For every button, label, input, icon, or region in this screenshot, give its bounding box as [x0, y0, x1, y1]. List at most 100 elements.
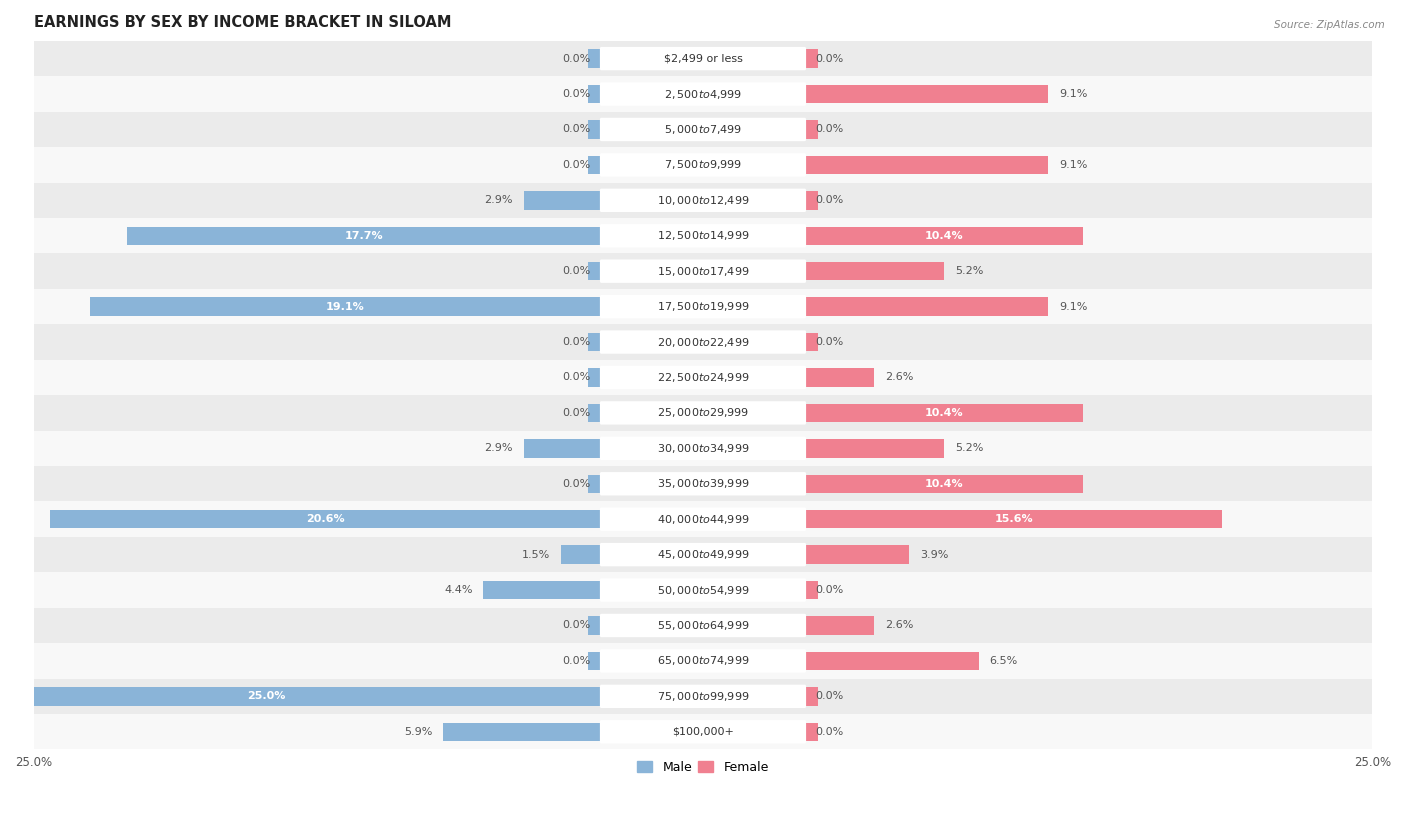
Bar — [804, 333, 818, 352]
Text: 0.0%: 0.0% — [562, 479, 591, 488]
Text: 20.6%: 20.6% — [307, 514, 344, 524]
Text: 2.9%: 2.9% — [485, 444, 513, 453]
FancyBboxPatch shape — [600, 189, 806, 212]
Text: 19.1%: 19.1% — [326, 302, 366, 312]
Text: $17,500 to $19,999: $17,500 to $19,999 — [657, 300, 749, 313]
Bar — [804, 581, 818, 599]
Text: 0.0%: 0.0% — [562, 160, 591, 170]
Text: $7,500 to $9,999: $7,500 to $9,999 — [664, 159, 742, 172]
Bar — [34, 77, 1372, 112]
Text: 9.1%: 9.1% — [1059, 302, 1087, 312]
Text: 9.1%: 9.1% — [1059, 160, 1087, 170]
Text: 0.0%: 0.0% — [815, 195, 844, 205]
Text: EARNINGS BY SEX BY INCOME BRACKET IN SILOAM: EARNINGS BY SEX BY INCOME BRACKET IN SIL… — [34, 15, 451, 30]
Bar — [804, 687, 818, 706]
Bar — [804, 439, 943, 457]
Text: 0.0%: 0.0% — [562, 266, 591, 276]
Bar — [49, 510, 602, 528]
Text: 5.9%: 5.9% — [404, 727, 433, 737]
Bar — [804, 120, 818, 138]
Bar — [588, 85, 602, 103]
Bar — [804, 297, 1049, 316]
FancyBboxPatch shape — [600, 685, 806, 708]
Text: 0.0%: 0.0% — [562, 620, 591, 631]
Bar — [804, 226, 1083, 245]
Text: 10.4%: 10.4% — [925, 479, 963, 488]
Text: $2,500 to $4,999: $2,500 to $4,999 — [664, 88, 742, 101]
Text: $2,499 or less: $2,499 or less — [664, 54, 742, 63]
Text: 10.4%: 10.4% — [925, 408, 963, 418]
FancyBboxPatch shape — [600, 472, 806, 496]
Text: $20,000 to $22,499: $20,000 to $22,499 — [657, 335, 749, 348]
Bar — [34, 41, 1372, 77]
FancyBboxPatch shape — [600, 436, 806, 460]
Text: $50,000 to $54,999: $50,000 to $54,999 — [657, 584, 749, 597]
Text: Source: ZipAtlas.com: Source: ZipAtlas.com — [1274, 20, 1385, 30]
Bar — [804, 191, 818, 209]
Bar — [588, 333, 602, 352]
Text: 0.0%: 0.0% — [815, 727, 844, 737]
FancyBboxPatch shape — [600, 330, 806, 354]
Text: $25,000 to $29,999: $25,000 to $29,999 — [657, 406, 749, 419]
Bar — [90, 297, 602, 316]
Bar — [34, 112, 1372, 147]
Text: 5.2%: 5.2% — [955, 444, 983, 453]
Bar — [804, 262, 943, 280]
Bar — [34, 395, 1372, 431]
Text: $40,000 to $44,999: $40,000 to $44,999 — [657, 513, 749, 526]
FancyBboxPatch shape — [600, 650, 806, 672]
Bar — [804, 652, 979, 670]
Bar — [34, 324, 1372, 360]
FancyBboxPatch shape — [600, 153, 806, 177]
Bar — [804, 155, 1049, 174]
Text: 0.0%: 0.0% — [562, 337, 591, 347]
Text: 2.6%: 2.6% — [886, 373, 914, 383]
Bar — [34, 572, 1372, 608]
Bar — [804, 368, 875, 387]
Bar — [34, 679, 1372, 714]
Text: $30,000 to $34,999: $30,000 to $34,999 — [657, 442, 749, 455]
Bar — [34, 431, 1372, 466]
Text: 2.9%: 2.9% — [485, 195, 513, 205]
Bar — [588, 616, 602, 635]
Text: 5.2%: 5.2% — [955, 266, 983, 276]
Text: 0.0%: 0.0% — [562, 89, 591, 99]
Text: $15,000 to $17,499: $15,000 to $17,499 — [657, 265, 749, 278]
Text: $45,000 to $49,999: $45,000 to $49,999 — [657, 548, 749, 561]
Bar — [523, 191, 602, 209]
Text: 10.4%: 10.4% — [925, 230, 963, 241]
Bar — [34, 537, 1372, 572]
Text: 0.0%: 0.0% — [815, 585, 844, 595]
FancyBboxPatch shape — [600, 224, 806, 247]
Text: 9.1%: 9.1% — [1059, 89, 1087, 99]
Text: $12,500 to $14,999: $12,500 to $14,999 — [657, 230, 749, 243]
FancyBboxPatch shape — [600, 579, 806, 602]
Text: $35,000 to $39,999: $35,000 to $39,999 — [657, 477, 749, 490]
Text: 6.5%: 6.5% — [990, 656, 1018, 666]
Text: 0.0%: 0.0% — [562, 408, 591, 418]
Bar — [128, 226, 602, 245]
Text: 0.0%: 0.0% — [562, 656, 591, 666]
Bar — [34, 466, 1372, 501]
Text: 17.7%: 17.7% — [344, 230, 384, 241]
Bar — [34, 289, 1372, 324]
Text: 4.4%: 4.4% — [444, 585, 472, 595]
Bar — [804, 616, 875, 635]
Text: $75,000 to $99,999: $75,000 to $99,999 — [657, 689, 749, 702]
Bar — [588, 262, 602, 280]
Text: 0.0%: 0.0% — [562, 125, 591, 134]
Text: 15.6%: 15.6% — [994, 514, 1033, 524]
FancyBboxPatch shape — [600, 507, 806, 531]
Bar — [34, 218, 1372, 253]
Text: 0.0%: 0.0% — [562, 373, 591, 383]
Text: 0.0%: 0.0% — [562, 54, 591, 63]
Text: 0.0%: 0.0% — [815, 691, 844, 702]
Bar — [484, 581, 602, 599]
Bar — [804, 85, 1049, 103]
Legend: Male, Female: Male, Female — [633, 755, 773, 779]
Bar — [561, 545, 602, 564]
Text: $55,000 to $64,999: $55,000 to $64,999 — [657, 619, 749, 632]
FancyBboxPatch shape — [600, 295, 806, 318]
Bar — [588, 652, 602, 670]
FancyBboxPatch shape — [600, 82, 806, 106]
